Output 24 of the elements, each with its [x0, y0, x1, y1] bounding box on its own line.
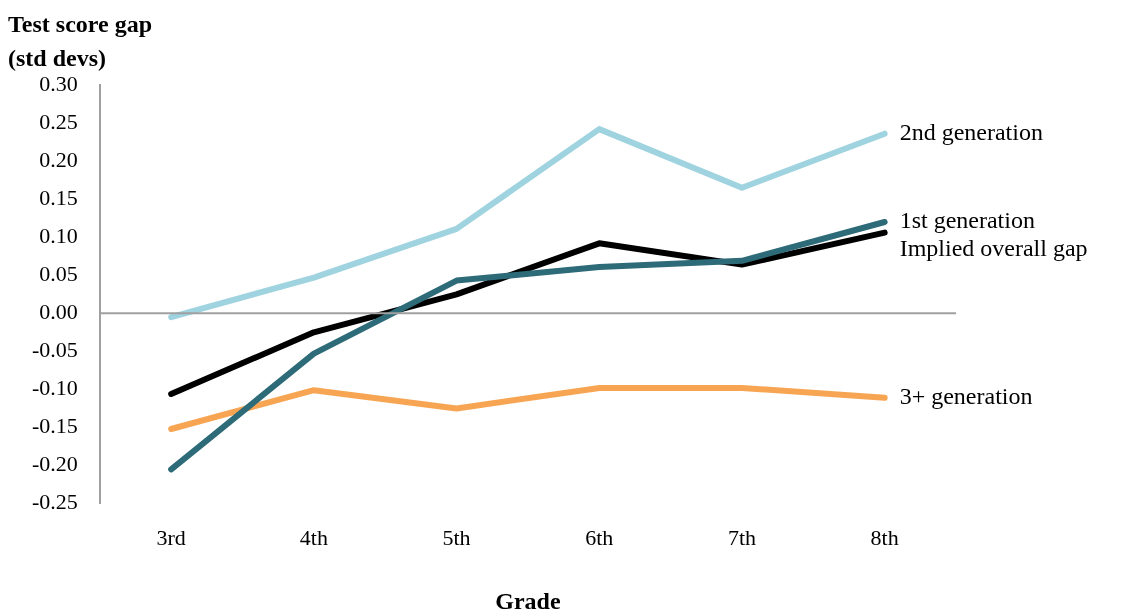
x-tick-label: 5th	[442, 524, 471, 550]
y-tick-label: 0.10	[39, 223, 78, 248]
x-tick-label: 7th	[727, 524, 757, 550]
y-tick-label: 0.05	[39, 261, 78, 287]
x-tick-label: 4th	[299, 524, 328, 550]
y-tick-label: 0.25	[39, 108, 78, 134]
y-axis-title: Test score gap (std devs)	[8, 11, 152, 71]
series-label: 3+ generation	[899, 383, 1033, 410]
y-tick-label: -0.10	[32, 375, 78, 401]
x-axis-title: Grade	[495, 588, 561, 614]
y-tick-label: 0.15	[39, 184, 78, 210]
series-label: 1st generation	[899, 207, 1035, 234]
y-tick-label: -0.25	[32, 489, 78, 515]
x-tick-label: 3rd	[156, 524, 186, 550]
y-tick-label: -0.20	[32, 451, 78, 477]
x-tick-label: 8th	[870, 524, 899, 550]
x-tick-label: 6th	[585, 524, 614, 550]
y-tick-label: 0.20	[39, 146, 78, 172]
series-label: Implied overall gap	[899, 235, 1088, 262]
y-tick-label: 0.30	[39, 70, 78, 96]
y-tick-label: -0.15	[32, 413, 78, 439]
series-label: 2nd generation	[899, 119, 1043, 146]
y-tick-label: 0.00	[39, 299, 78, 325]
y-tick-label: -0.05	[32, 337, 78, 363]
